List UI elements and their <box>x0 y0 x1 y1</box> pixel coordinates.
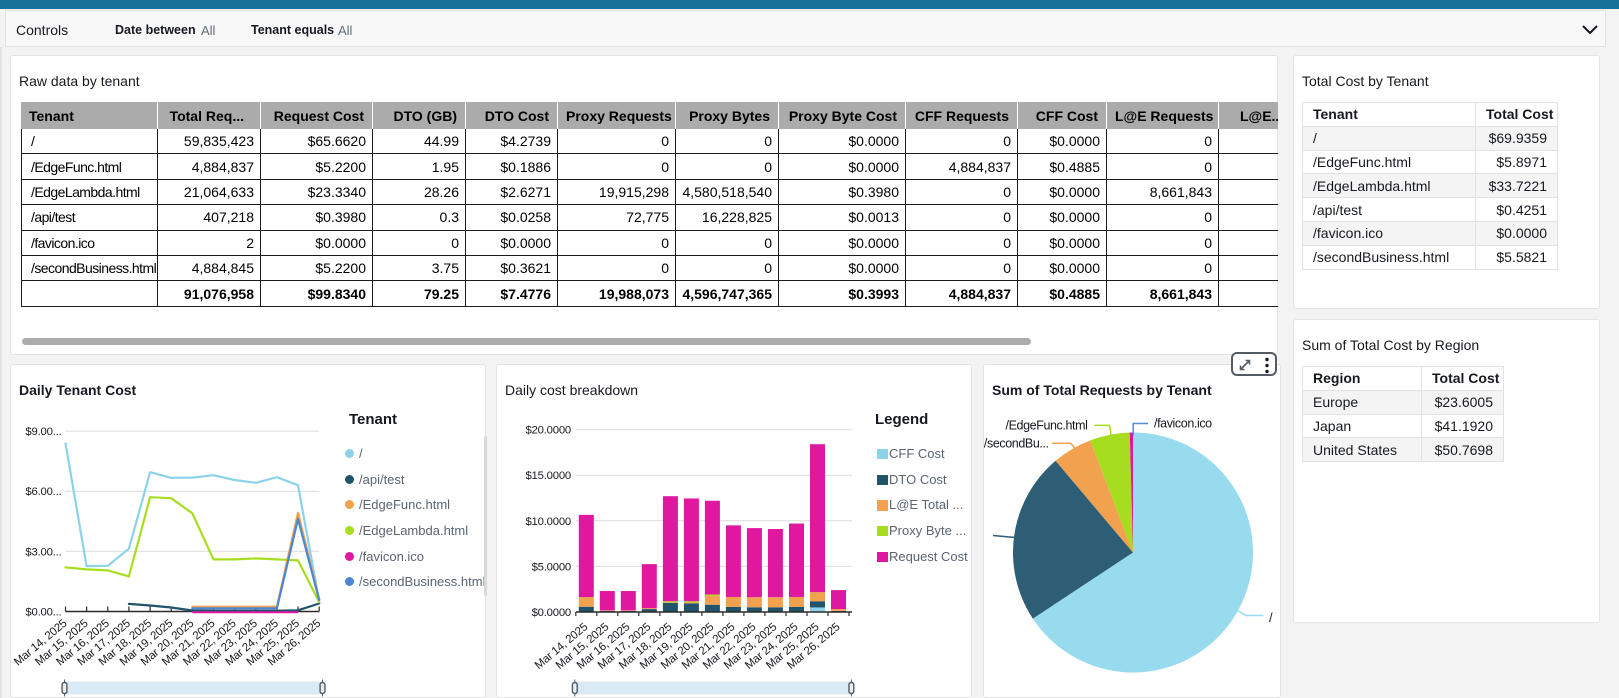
svg-text:/secondBu...: /secondBu... <box>984 437 1049 451</box>
svg-text:$20.0000: $20.0000 <box>525 425 571 437</box>
svg-text:$3.00...: $3.00... <box>25 546 61 558</box>
svg-text:$9.00...: $9.00... <box>25 426 61 438</box>
svg-text:$15.0000: $15.0000 <box>525 470 571 482</box>
svg-text:$0.0000: $0.0000 <box>532 607 571 619</box>
svg-text:$0.00...: $0.00... <box>25 607 61 619</box>
svg-text:$6.00...: $6.00... <box>25 486 61 498</box>
svg-text:/favicon.ico: /favicon.ico <box>1154 417 1212 431</box>
svg-text:$5.0000: $5.0000 <box>532 561 571 573</box>
svg-text:/: / <box>1269 610 1273 625</box>
svg-text:$10.0000: $10.0000 <box>525 516 571 528</box>
svg-text:/EdgeFunc.html: /EdgeFunc.html <box>1006 419 1088 433</box>
